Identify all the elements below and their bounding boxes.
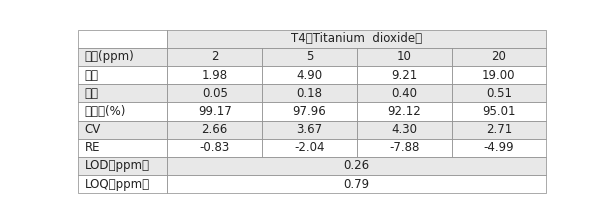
Bar xyxy=(262,102,357,120)
Bar xyxy=(167,84,262,102)
Bar xyxy=(452,120,546,139)
Text: 0.26: 0.26 xyxy=(343,159,370,172)
Text: LOD（ppm）: LOD（ppm） xyxy=(85,159,150,172)
Bar xyxy=(167,66,262,84)
Text: -4.99: -4.99 xyxy=(484,141,514,154)
Text: 4.90: 4.90 xyxy=(297,69,323,82)
Text: 0.79: 0.79 xyxy=(343,178,370,191)
Bar xyxy=(79,102,167,120)
Text: 19.00: 19.00 xyxy=(482,69,516,82)
Bar xyxy=(262,66,357,84)
Bar xyxy=(79,48,167,66)
Text: LOQ（ppm）: LOQ（ppm） xyxy=(85,178,150,191)
Bar xyxy=(357,102,452,120)
Bar xyxy=(167,48,262,66)
Text: -0.83: -0.83 xyxy=(200,141,230,154)
Text: T4（Titanium  dioxide）: T4（Titanium dioxide） xyxy=(291,32,422,45)
Bar xyxy=(79,120,167,139)
Text: 95.01: 95.01 xyxy=(482,105,516,118)
Bar xyxy=(262,120,357,139)
Text: 농도(ppm): 농도(ppm) xyxy=(85,50,135,64)
Text: 4.30: 4.30 xyxy=(392,123,417,136)
Bar xyxy=(167,120,262,139)
Text: -2.04: -2.04 xyxy=(294,141,325,154)
Text: 0.51: 0.51 xyxy=(486,87,512,100)
Text: 회수율(%): 회수율(%) xyxy=(85,105,126,118)
Text: RE: RE xyxy=(85,141,100,154)
Bar xyxy=(79,139,167,157)
Bar xyxy=(79,84,167,102)
Bar xyxy=(357,84,452,102)
Bar xyxy=(262,84,357,102)
Text: 0.40: 0.40 xyxy=(392,87,417,100)
Text: 92.12: 92.12 xyxy=(387,105,421,118)
Bar xyxy=(79,175,167,193)
Bar xyxy=(357,120,452,139)
Bar xyxy=(167,139,262,157)
Text: CV: CV xyxy=(85,123,101,136)
Text: 평균: 평균 xyxy=(85,69,99,82)
Bar xyxy=(79,66,167,84)
Text: 5: 5 xyxy=(306,50,313,64)
Text: -7.88: -7.88 xyxy=(389,141,420,154)
Bar xyxy=(79,30,167,48)
Bar xyxy=(262,48,357,66)
Text: 오차: 오차 xyxy=(85,87,99,100)
Bar xyxy=(357,66,452,84)
Text: 0.05: 0.05 xyxy=(202,87,228,100)
Text: 1.98: 1.98 xyxy=(202,69,228,82)
Bar xyxy=(452,48,546,66)
Bar xyxy=(452,102,546,120)
Bar xyxy=(167,30,546,48)
Bar xyxy=(79,157,167,175)
Text: 2.71: 2.71 xyxy=(485,123,512,136)
Text: 2: 2 xyxy=(211,50,219,64)
Text: 0.18: 0.18 xyxy=(297,87,323,100)
Bar xyxy=(357,48,452,66)
Text: 3.67: 3.67 xyxy=(297,123,323,136)
Bar xyxy=(167,157,546,175)
Text: 10: 10 xyxy=(397,50,412,64)
Text: 99.17: 99.17 xyxy=(198,105,231,118)
Bar xyxy=(357,139,452,157)
Bar xyxy=(262,139,357,157)
Text: 2.66: 2.66 xyxy=(202,123,228,136)
Text: 20: 20 xyxy=(491,50,506,64)
Text: 97.96: 97.96 xyxy=(293,105,326,118)
Bar xyxy=(167,175,546,193)
Text: 9.21: 9.21 xyxy=(391,69,418,82)
Bar xyxy=(167,102,262,120)
Bar xyxy=(452,139,546,157)
Bar xyxy=(452,84,546,102)
Bar xyxy=(452,66,546,84)
